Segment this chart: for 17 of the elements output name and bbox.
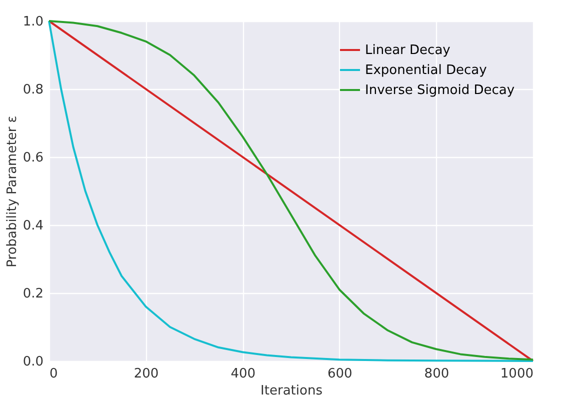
x-tick-label: 600 (327, 366, 352, 382)
x-tick-label: 200 (134, 366, 159, 382)
x-axis-title: Iterations (260, 384, 323, 398)
legend-label: Linear Decay (365, 43, 451, 58)
legend-label: Exponential Decay (365, 63, 488, 78)
y-tick-label: 0.8 (22, 82, 44, 98)
y-tick-label: 0.2 (22, 286, 44, 302)
legend-label: Inverse Sigmoid Decay (365, 83, 515, 98)
y-tick-label: 0.0 (22, 354, 44, 370)
y-tick-label: 0.6 (22, 150, 44, 166)
x-tick-label: 800 (424, 366, 450, 382)
y-axis-title: Probability Parameter ε (4, 116, 20, 268)
y-tick-label: 0.4 (22, 218, 44, 234)
y-tick-label: 1.0 (22, 14, 44, 30)
x-tick-label: 400 (230, 366, 256, 382)
x-tick-label: 1000 (500, 366, 534, 382)
x-tick-label: 0 (50, 366, 58, 382)
